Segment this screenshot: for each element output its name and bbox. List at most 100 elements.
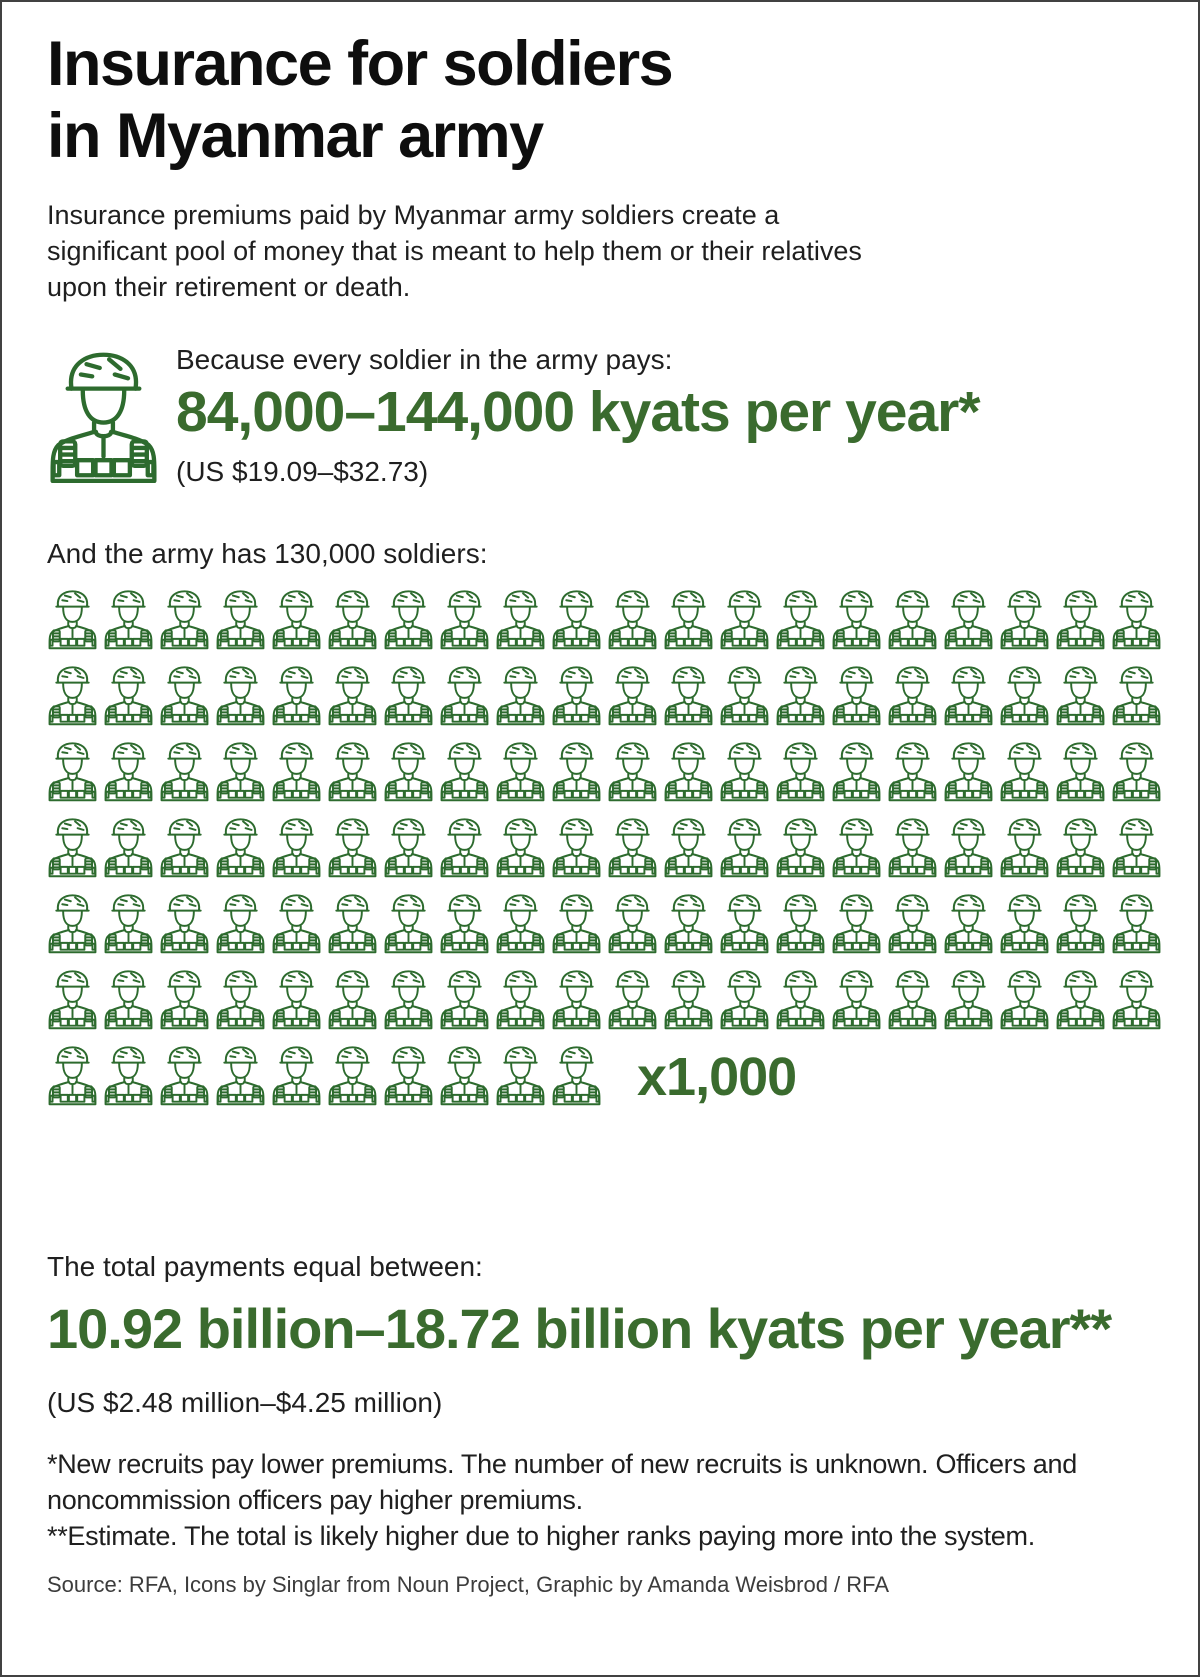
soldier-icon bbox=[216, 894, 265, 953]
soldier-icon bbox=[104, 666, 153, 725]
soldier-icon bbox=[384, 894, 433, 953]
soldier-icon bbox=[1000, 818, 1049, 877]
soldier-icon bbox=[272, 1046, 321, 1105]
soldier-icon bbox=[1056, 970, 1105, 1029]
soldier-icon bbox=[608, 970, 657, 1029]
army-lead: And the army has 130,000 soldiers: bbox=[47, 537, 488, 569]
premium-text-block: Because every soldier in the army pays: … bbox=[176, 341, 981, 491]
soldier-icon bbox=[384, 1046, 433, 1105]
soldier-row bbox=[47, 739, 1161, 802]
soldier-icon bbox=[496, 818, 545, 877]
soldier-row bbox=[47, 891, 1161, 954]
soldier-icon bbox=[440, 742, 489, 801]
soldier-icon bbox=[888, 590, 937, 649]
soldier-icon bbox=[776, 970, 825, 1029]
soldier-icon bbox=[496, 894, 545, 953]
soldier-icon bbox=[552, 590, 601, 649]
soldier-icon bbox=[888, 666, 937, 725]
soldier-icon bbox=[496, 1046, 545, 1105]
total-amount: 10.92 billion–18.72 billion kyats per ye… bbox=[47, 1296, 1112, 1360]
soldier-icon bbox=[1000, 742, 1049, 801]
soldier-icon bbox=[104, 894, 153, 953]
soldier-icon bbox=[552, 818, 601, 877]
soldier-icon bbox=[608, 742, 657, 801]
premium-amount: 84,000–144,000 kyats per year* bbox=[176, 379, 981, 444]
soldier-icon bbox=[496, 590, 545, 649]
soldier-icon bbox=[720, 818, 769, 877]
soldier-icon bbox=[496, 666, 545, 725]
soldier-icon bbox=[496, 742, 545, 801]
soldier-icon bbox=[104, 742, 153, 801]
premium-section: Because every soldier in the army pays: … bbox=[47, 341, 1153, 491]
soldier-row bbox=[47, 967, 1161, 1030]
soldier-icon bbox=[1056, 742, 1105, 801]
soldier-icon bbox=[48, 590, 97, 649]
soldier-icon bbox=[888, 818, 937, 877]
soldier-icon bbox=[608, 894, 657, 953]
soldier-icon bbox=[48, 1046, 97, 1105]
soldier-icon bbox=[832, 590, 881, 649]
soldier-icon bbox=[1056, 894, 1105, 953]
soldier-icon bbox=[160, 894, 209, 953]
soldier-icon bbox=[1112, 970, 1161, 1029]
premium-usd-equivalent: (US $19.09–$32.73) bbox=[176, 455, 429, 487]
soldier-icon bbox=[160, 1046, 209, 1105]
soldier-icon bbox=[272, 742, 321, 801]
soldier-row bbox=[47, 663, 1161, 726]
footnotes-block: *New recruits pay lower premiums. The nu… bbox=[47, 1446, 1153, 1554]
soldier-icon bbox=[328, 742, 377, 801]
soldier-icon bbox=[384, 818, 433, 877]
soldier-icon bbox=[440, 590, 489, 649]
soldier-icon bbox=[272, 590, 321, 649]
soldier-icon bbox=[328, 590, 377, 649]
soldier-icon bbox=[720, 894, 769, 953]
soldier-icon bbox=[440, 666, 489, 725]
soldier-icon bbox=[608, 666, 657, 725]
soldier-icon bbox=[888, 970, 937, 1029]
soldier-icon bbox=[384, 666, 433, 725]
soldier-icon bbox=[552, 894, 601, 953]
soldier-icon bbox=[944, 590, 993, 649]
soldier-icon bbox=[160, 970, 209, 1029]
soldier-icon bbox=[48, 970, 97, 1029]
soldier-icon bbox=[888, 742, 937, 801]
soldier-icon bbox=[216, 818, 265, 877]
soldier-icon bbox=[440, 1046, 489, 1105]
soldier-icon bbox=[1112, 742, 1161, 801]
total-usd-equivalent: (US $2.48 million–$4.25 million) bbox=[47, 1386, 443, 1418]
soldier-icon bbox=[216, 742, 265, 801]
soldier-icon bbox=[552, 666, 601, 725]
soldier-row: x1,000 bbox=[47, 1043, 1153, 1106]
soldier-icon bbox=[216, 666, 265, 725]
premium-soldier-icon-slot bbox=[47, 347, 160, 483]
soldier-icon bbox=[50, 352, 157, 483]
soldier-icon bbox=[552, 970, 601, 1029]
soldier-icon bbox=[328, 970, 377, 1029]
soldier-icon bbox=[552, 1046, 601, 1105]
soldier-icon bbox=[608, 818, 657, 877]
soldier-icon bbox=[1056, 590, 1105, 649]
soldier-icon bbox=[888, 894, 937, 953]
intro-paragraph: Insurance premiums paid by Myanmar army … bbox=[47, 199, 862, 302]
soldier-icon bbox=[608, 590, 657, 649]
soldier-icon bbox=[216, 590, 265, 649]
soldier-icon bbox=[328, 894, 377, 953]
page-title: Insurance for soldiers in Myanmar army bbox=[47, 29, 674, 172]
soldier-icon bbox=[720, 590, 769, 649]
soldier-icon bbox=[440, 894, 489, 953]
soldier-icon bbox=[272, 666, 321, 725]
soldier-icon bbox=[384, 590, 433, 649]
source-line: Source: RFA, Icons by Singlar from Noun … bbox=[47, 1571, 890, 1597]
soldier-icon bbox=[720, 666, 769, 725]
soldier-icon bbox=[104, 818, 153, 877]
soldier-icon bbox=[1056, 818, 1105, 877]
soldier-icon bbox=[832, 742, 881, 801]
soldier-icon bbox=[328, 1046, 377, 1105]
soldier-icon bbox=[1112, 894, 1161, 953]
soldier-icon bbox=[664, 666, 713, 725]
soldier-icon bbox=[496, 970, 545, 1029]
soldier-grid: x1,000 bbox=[47, 587, 1161, 1106]
soldier-icon bbox=[48, 894, 97, 953]
soldier-icon bbox=[664, 970, 713, 1029]
